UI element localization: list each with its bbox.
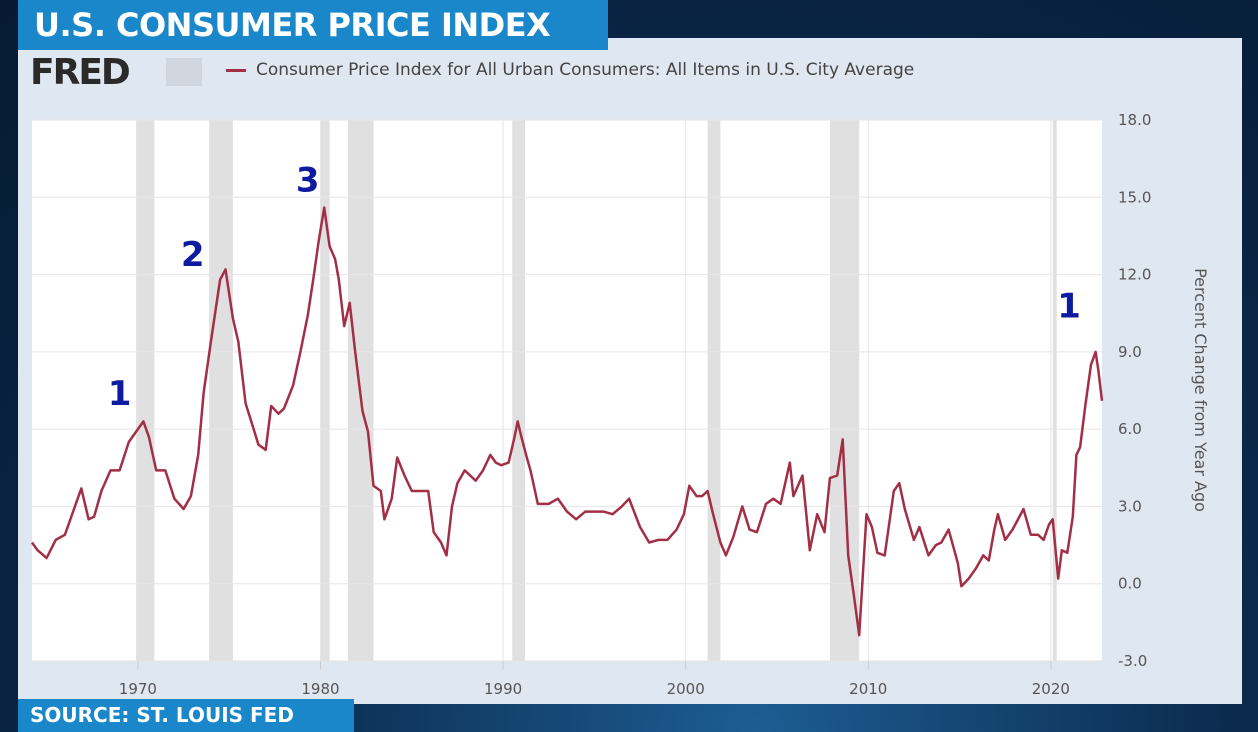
y-tick-label: 0.0 — [1118, 575, 1142, 593]
recession-band — [209, 120, 233, 661]
annotation-label: 2 — [181, 235, 205, 275]
fred-logo: FRED — [30, 52, 131, 93]
y-tick-label: 6.0 — [1118, 420, 1142, 438]
x-tick-label: 1980 — [301, 680, 339, 698]
annotation-label: 3 — [296, 160, 320, 200]
annotations: 1 2 3 1 — [108, 160, 1081, 414]
recession-band — [512, 120, 526, 661]
x-tick-label: 2020 — [1032, 680, 1070, 698]
y-tick-label: -3.0 — [1118, 652, 1147, 670]
plot-area — [32, 120, 1102, 661]
annotation-label: 1 — [1057, 286, 1081, 326]
recession-band — [829, 120, 860, 661]
page-title: U.S. CONSUMER PRICE INDEX — [18, 0, 608, 50]
y-tick-label: 3.0 — [1118, 497, 1142, 515]
recession-band — [136, 120, 155, 661]
x-ticks: 1970 1980 1990 2000 2010 2020 — [119, 661, 1070, 698]
legend-swatch — [226, 68, 246, 72]
x-tick-label: 1990 — [484, 680, 522, 698]
y-ticks: 18.0 15.0 12.0 9.0 6.0 3.0 0.0 -3.0 — [1118, 111, 1151, 670]
cpi-series-line — [30, 206, 1104, 637]
x-tick-label: 2010 — [849, 680, 887, 698]
recession-bands — [136, 120, 1057, 661]
fred-logo-chart-icon — [166, 58, 202, 86]
source-label: SOURCE: ST. LOUIS FED — [18, 699, 354, 732]
recession-band — [707, 120, 721, 661]
y-axis-label: Percent Change from Year Ago — [1191, 268, 1210, 512]
y-tick-label: 18.0 — [1118, 111, 1151, 129]
recession-band — [1052, 120, 1057, 661]
x-tick-label: 2000 — [667, 680, 705, 698]
legend-label: Consumer Price Index for All Urban Consu… — [256, 60, 915, 80]
y-tick-label: 9.0 — [1118, 343, 1142, 361]
x-tick-label: 1970 — [119, 680, 157, 698]
chart-legend: Consumer Price Index for All Urban Consu… — [226, 60, 914, 80]
y-tick-label: 12.0 — [1118, 266, 1151, 284]
annotation-label: 1 — [108, 374, 132, 414]
y-tick-label: 15.0 — [1118, 188, 1151, 206]
recession-band — [320, 120, 330, 661]
